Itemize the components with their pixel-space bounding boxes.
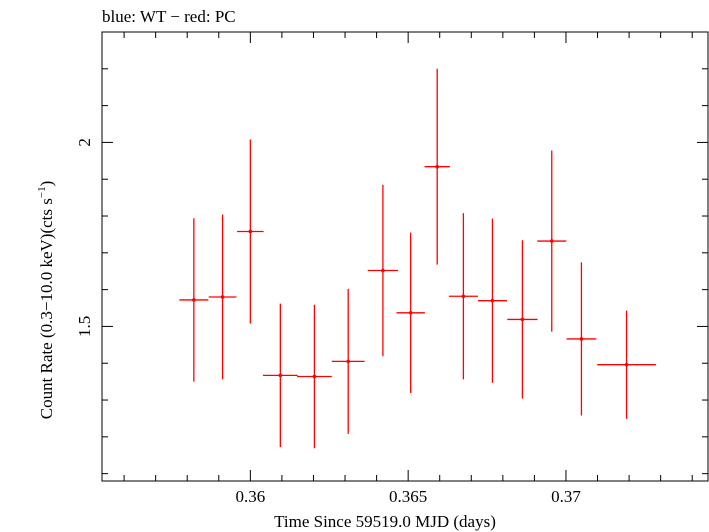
point-marker — [435, 164, 439, 169]
data-point — [262, 303, 298, 448]
y-axis-ticks — [102, 31, 708, 475]
data-point — [566, 262, 597, 416]
point-marker — [346, 359, 350, 364]
point-marker — [549, 239, 554, 243]
data-point — [297, 304, 332, 449]
data-series — [179, 68, 656, 449]
chart-title: blue: WT − red: PC — [102, 7, 236, 26]
data-point — [424, 68, 450, 265]
data-point — [477, 218, 507, 383]
x-tick-label: 0.36 — [235, 487, 265, 506]
point-marker — [220, 295, 225, 299]
data-point — [367, 184, 399, 357]
y-axis-label-main: Count Rate (0.3−10.0 keV)(cts s — [37, 198, 56, 419]
point-marker — [520, 317, 525, 322]
y-axis-label: Count Rate (0.3−10.0 keV)(cts s−1) — [36, 181, 56, 420]
data-point — [396, 232, 425, 394]
data-point — [237, 139, 264, 324]
x-axis-label: Time Since 59519.0 MJD (days) — [274, 512, 496, 531]
x-tick-label: 0.37 — [551, 487, 581, 506]
data-point — [208, 214, 237, 380]
data-point — [507, 240, 538, 399]
x-axis-tick-labels: 0.36 0.365 0.37 — [235, 487, 581, 506]
point-marker — [192, 298, 196, 302]
x-axis-ticks — [123, 32, 693, 481]
y-tick-label: 2 — [75, 138, 94, 147]
data-point — [331, 288, 365, 434]
plot-frame — [101, 31, 709, 482]
point-marker — [579, 337, 584, 341]
data-point — [537, 150, 567, 332]
point-marker — [248, 229, 253, 234]
point-marker — [461, 294, 466, 299]
point-marker — [312, 374, 317, 379]
point-marker — [624, 362, 629, 367]
x-tick-label: 0.365 — [389, 487, 427, 506]
point-marker — [490, 298, 495, 303]
data-point — [179, 218, 209, 382]
point-marker — [408, 311, 413, 315]
y-axis-label-close: ) — [37, 181, 56, 187]
point-marker — [381, 268, 385, 273]
data-point — [597, 310, 656, 419]
y-axis-label-exponent: −1 — [36, 186, 48, 198]
y-axis-tick-labels: 1.52 — [75, 138, 94, 337]
data-point — [448, 213, 478, 380]
point-marker — [278, 373, 283, 378]
y-tick-label: 1.5 — [75, 316, 94, 337]
